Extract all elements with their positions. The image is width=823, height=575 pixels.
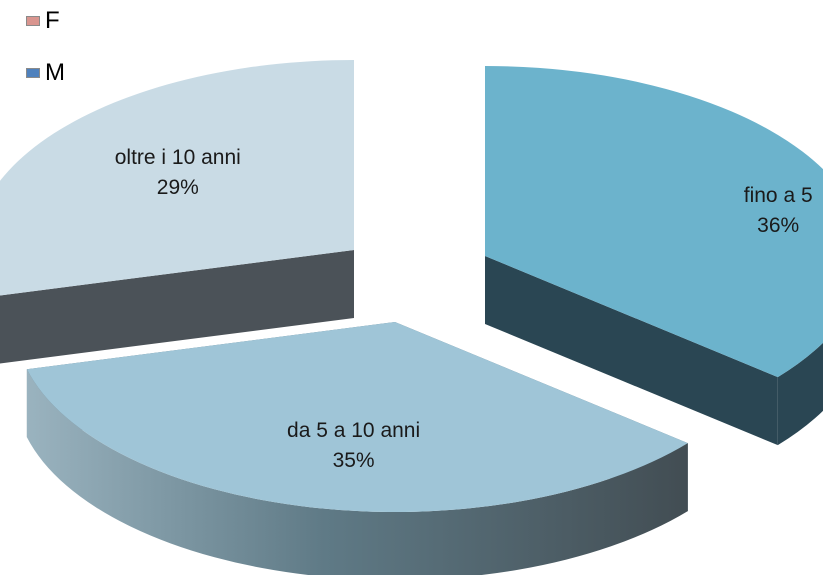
pie-slice-fino-a-5 <box>485 66 823 446</box>
slice-percent-fino-a-5: 36% <box>757 214 799 237</box>
pie-slice-da-5-a-10-anni <box>26 322 688 575</box>
legend-swatch-m <box>26 68 40 78</box>
slice-label-fino-a-5: fino a 5 <box>744 184 813 207</box>
legend-label-f: F <box>45 7 60 34</box>
pie-slice-oltre-i-10-anni <box>0 60 354 364</box>
slice-percent-oltre-i-10-anni: 29% <box>157 176 199 199</box>
legend-label-m: M <box>45 59 65 86</box>
legend-swatch-f <box>26 16 40 26</box>
slice-percent-da-5-a-10-anni: 35% <box>333 449 375 472</box>
slice-label-da-5-a-10-anni: da 5 a 10 anni <box>287 419 420 442</box>
slice-label-oltre-i-10-anni: oltre i 10 anni <box>115 146 241 169</box>
